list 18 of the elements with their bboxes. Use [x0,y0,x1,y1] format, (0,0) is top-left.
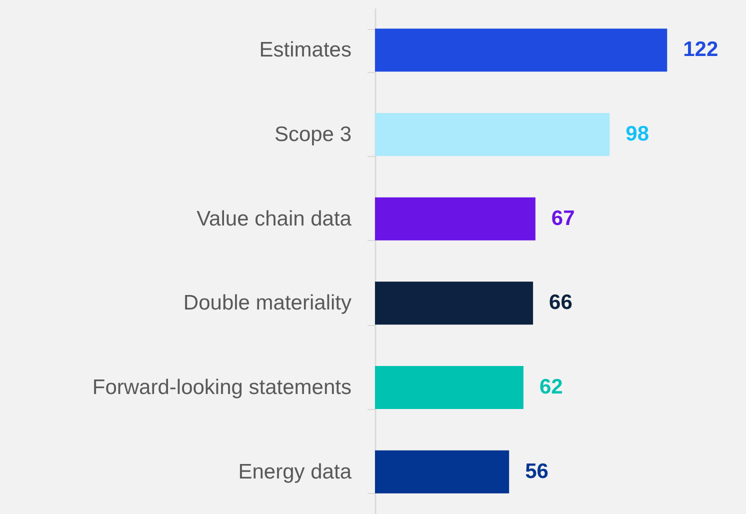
bar [375,450,510,494]
y-tick-label: Energy data [238,460,352,484]
y-tick-label: Scope 3 [274,123,352,146]
bar [375,112,610,156]
data-label: 67 [551,206,575,230]
bar [375,282,534,325]
y-tick-label: Value chain data [196,207,352,230]
y-tick-label: Estimates [259,38,352,62]
data-label: 66 [549,291,572,314]
bar [375,366,524,410]
data-label: 98 [626,122,650,146]
bar [375,197,536,240]
data-label: 56 [525,460,548,483]
y-tick-label: Double materiality [183,292,352,315]
data-label: 122 [683,38,718,62]
y-tick-label: Forward-looking statements [92,376,352,399]
bar [375,28,668,72]
data-label: 62 [539,376,563,398]
